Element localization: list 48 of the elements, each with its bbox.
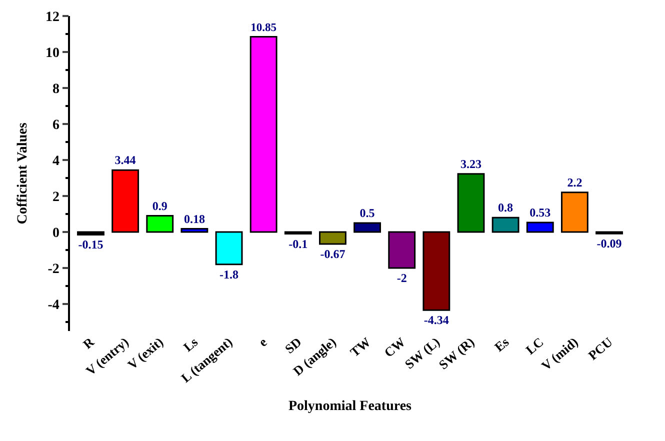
data-label: 0.53: [530, 205, 551, 220]
y-tick-label: -4: [48, 298, 60, 313]
data-label: -0.1: [288, 236, 308, 251]
x-tick-label: R: [80, 334, 98, 352]
bar: [112, 169, 140, 233]
bar: [146, 215, 174, 233]
bar: [180, 228, 208, 233]
y-tick-label: 12: [45, 10, 60, 25]
data-label: 3.44: [114, 153, 136, 168]
bar: [215, 231, 243, 266]
y-tick-label: 8: [52, 82, 60, 97]
data-label: -0.67: [320, 247, 346, 262]
x-tick-label: e: [256, 334, 270, 350]
y-tick-label: 4: [52, 154, 60, 169]
y-tick-label: 6: [52, 118, 60, 133]
bar: [560, 192, 588, 233]
bar: [388, 231, 416, 269]
data-label: 0.9: [152, 198, 168, 213]
bar: [354, 222, 381, 233]
data-label: -0.09: [596, 236, 622, 251]
bar: [77, 231, 104, 236]
y-tick-label: 0: [52, 226, 60, 241]
data-label: 10.85: [250, 22, 277, 34]
data-label: 0.5: [360, 206, 375, 220]
x-axis-title: Polynomial Features: [288, 398, 412, 414]
y-axis-title: Cofficient Values: [16, 122, 31, 224]
y-tick-label: 10: [45, 46, 60, 61]
bar: [422, 231, 450, 311]
bar: [526, 222, 554, 233]
data-label: -2: [396, 271, 407, 285]
data-label: -4.34: [424, 313, 449, 328]
x-tick-label: Es: [492, 334, 512, 355]
x-tick-label: SD: [282, 334, 304, 356]
bar: [457, 173, 485, 233]
x-tick-label: TW: [347, 334, 374, 360]
y-tick-label: 2: [52, 190, 60, 205]
bar: [319, 231, 346, 245]
y-tick-label: -2: [48, 262, 60, 277]
bar: [492, 216, 520, 233]
x-tick-label: CW: [381, 334, 408, 360]
data-label: 3.23: [460, 156, 482, 171]
data-label: 0.8: [498, 200, 514, 215]
data-label: 0.18: [184, 212, 205, 226]
data-label: -1.8: [220, 267, 239, 282]
x-tick-label: LC: [522, 334, 546, 358]
bar: [250, 36, 278, 233]
data-label: 2.2: [567, 175, 582, 190]
data-label: -0.15: [78, 238, 104, 252]
